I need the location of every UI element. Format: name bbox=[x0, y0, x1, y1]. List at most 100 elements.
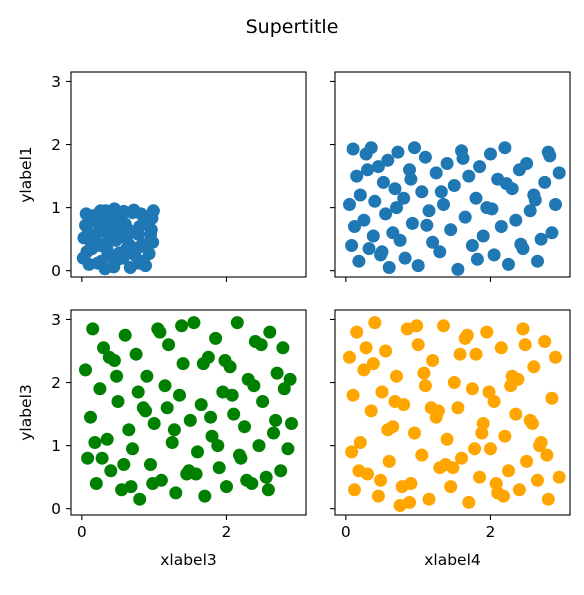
data-point bbox=[101, 246, 115, 260]
data-point bbox=[455, 451, 468, 465]
data-point bbox=[502, 257, 515, 271]
data-point bbox=[487, 248, 501, 262]
y-tick-label: 1 bbox=[51, 199, 61, 217]
data-point bbox=[404, 172, 418, 186]
data-point bbox=[498, 429, 512, 443]
data-point bbox=[140, 369, 154, 383]
data-point bbox=[100, 432, 114, 446]
data-point bbox=[350, 325, 364, 339]
suptitle: Supertitle bbox=[246, 16, 339, 38]
data-point bbox=[538, 175, 552, 189]
data-point bbox=[395, 480, 409, 494]
y-tick-label: 3 bbox=[51, 311, 61, 329]
data-point bbox=[261, 483, 275, 497]
data-point bbox=[131, 385, 145, 399]
data-point bbox=[429, 166, 443, 180]
data-point bbox=[393, 233, 407, 247]
data-point bbox=[285, 417, 298, 430]
data-point bbox=[368, 194, 382, 208]
data-point bbox=[218, 354, 232, 367]
y-tick-label: 2 bbox=[51, 374, 61, 392]
data-point bbox=[364, 141, 378, 155]
data-point bbox=[476, 229, 490, 243]
data-point bbox=[465, 382, 479, 396]
data-point bbox=[514, 237, 528, 251]
data-point bbox=[175, 319, 189, 333]
axes-frame bbox=[334, 71, 571, 278]
data-point bbox=[417, 366, 431, 380]
data-point bbox=[379, 207, 393, 221]
data-point bbox=[84, 236, 98, 250]
data-point bbox=[95, 451, 109, 465]
axes-frame bbox=[70, 71, 307, 278]
data-point bbox=[482, 385, 496, 399]
data-point bbox=[173, 388, 186, 402]
x-axis-label: xlabel3 bbox=[160, 551, 217, 569]
data-point bbox=[270, 366, 284, 380]
data-point bbox=[269, 413, 283, 427]
data-point bbox=[366, 229, 380, 243]
data-point bbox=[444, 223, 458, 237]
data-point bbox=[225, 388, 239, 402]
axes-frame bbox=[70, 309, 307, 516]
data-point bbox=[357, 213, 371, 227]
data-point bbox=[390, 201, 403, 215]
data-point bbox=[146, 477, 160, 490]
scatter-series bbox=[343, 141, 566, 276]
data-point bbox=[276, 341, 290, 355]
data-point bbox=[527, 360, 541, 374]
subplot-bottom-right: 0 2 xlabel4 bbox=[330, 309, 571, 569]
data-point bbox=[476, 417, 490, 430]
data-point bbox=[89, 477, 103, 490]
data-point bbox=[431, 404, 445, 418]
data-point bbox=[512, 483, 526, 497]
data-point bbox=[411, 338, 425, 352]
data-point bbox=[405, 216, 419, 230]
data-point bbox=[484, 147, 497, 161]
data-point bbox=[94, 204, 108, 218]
data-point bbox=[375, 245, 389, 259]
data-point bbox=[205, 429, 219, 443]
data-point bbox=[93, 382, 107, 396]
data-point bbox=[362, 242, 376, 256]
data-point bbox=[102, 229, 116, 243]
data-point bbox=[390, 369, 403, 383]
data-point bbox=[543, 149, 557, 163]
data-point bbox=[465, 239, 479, 252]
data-point bbox=[516, 322, 530, 336]
data-point bbox=[79, 363, 92, 377]
data-point bbox=[470, 252, 484, 266]
data-point bbox=[115, 220, 129, 233]
data-point bbox=[353, 188, 367, 202]
data-point bbox=[165, 436, 179, 449]
data-point bbox=[453, 347, 467, 361]
data-point bbox=[545, 391, 559, 405]
data-point bbox=[233, 448, 246, 462]
data-point bbox=[196, 357, 210, 371]
data-point bbox=[122, 423, 136, 437]
data-point bbox=[525, 417, 539, 430]
y-tick-label: 2 bbox=[51, 136, 61, 154]
data-point bbox=[382, 454, 396, 468]
data-point bbox=[440, 157, 454, 170]
data-point bbox=[247, 379, 261, 393]
data-point bbox=[468, 442, 482, 456]
data-point bbox=[176, 357, 190, 371]
data-point bbox=[379, 344, 393, 358]
data-point bbox=[277, 382, 291, 396]
data-point bbox=[415, 448, 429, 462]
data-point bbox=[107, 260, 121, 274]
data-point bbox=[118, 328, 132, 342]
data-point bbox=[410, 319, 424, 333]
data-point bbox=[238, 420, 251, 434]
data-point bbox=[451, 262, 465, 276]
axes-frame bbox=[334, 309, 571, 516]
y-tick-label: 3 bbox=[51, 73, 61, 91]
data-point bbox=[87, 215, 101, 228]
data-point bbox=[458, 210, 472, 224]
x-tick-label: 2 bbox=[486, 523, 496, 541]
data-point bbox=[397, 191, 411, 205]
data-point bbox=[147, 417, 161, 430]
data-point bbox=[475, 426, 489, 440]
y-tick-label: 0 bbox=[51, 262, 61, 280]
